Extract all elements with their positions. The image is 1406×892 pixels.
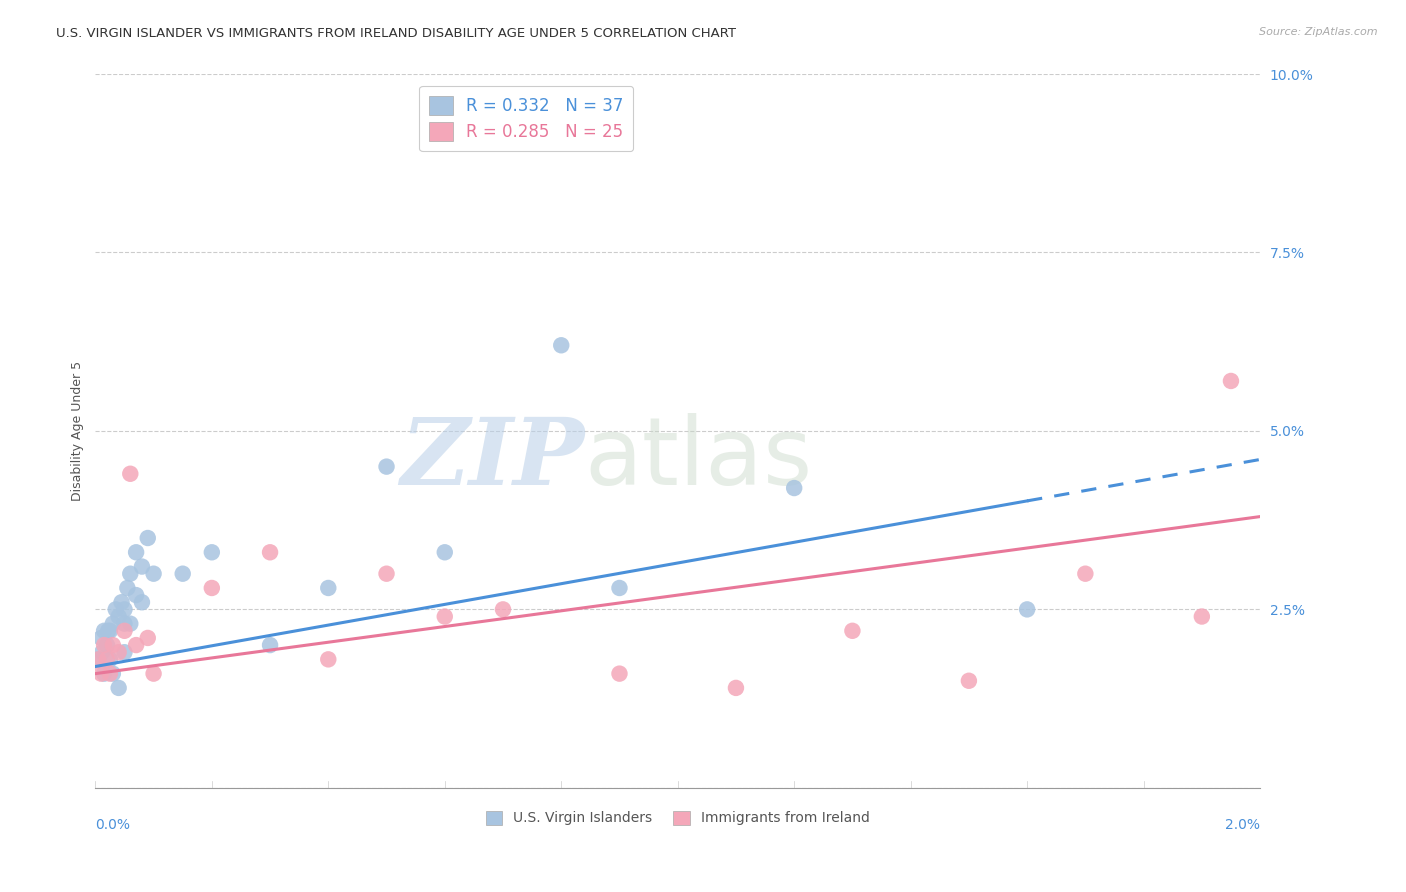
Point: [120, 566, 142, 581]
Text: Source: ZipAtlas.com: Source: ZipAtlas.com: [1260, 27, 1378, 37]
Point: [131, 559, 153, 574]
Point: [96, 652, 118, 666]
Point: [96, 638, 118, 652]
Point: [114, 616, 136, 631]
Point: [107, 609, 129, 624]
Point: [201, 545, 224, 559]
Point: [104, 602, 127, 616]
Point: [101, 638, 124, 652]
Point: [1074, 566, 1097, 581]
Point: [609, 581, 631, 595]
Point: [110, 595, 132, 609]
Text: 0.0%: 0.0%: [96, 818, 131, 832]
Y-axis label: Disability Age Under 5: Disability Age Under 5: [72, 361, 84, 501]
Point: [90, 631, 112, 645]
Point: [98, 666, 121, 681]
Point: [724, 681, 747, 695]
Point: [316, 581, 339, 595]
Point: [131, 595, 153, 609]
Point: [117, 581, 139, 595]
Point: [101, 666, 124, 681]
Point: [259, 638, 281, 652]
Text: U.S. VIRGIN ISLANDER VS IMMIGRANTS FROM IRELAND DISABILITY AGE UNDER 5 CORRELATI: U.S. VIRGIN ISLANDER VS IMMIGRANTS FROM …: [56, 27, 737, 40]
Point: [172, 566, 194, 581]
Point: [125, 638, 148, 652]
Point: [125, 545, 148, 559]
Point: [136, 531, 159, 545]
Point: [259, 545, 281, 559]
Point: [98, 624, 121, 638]
Text: 2.0%: 2.0%: [1225, 818, 1260, 832]
Point: [783, 481, 806, 495]
Point: [120, 467, 142, 481]
Point: [1017, 602, 1039, 616]
Point: [609, 666, 631, 681]
Point: [375, 566, 398, 581]
Text: atlas: atlas: [585, 414, 813, 506]
Point: [1220, 374, 1243, 388]
Point: [433, 545, 456, 559]
Point: [375, 459, 398, 474]
Point: [114, 624, 136, 638]
Point: [90, 666, 112, 681]
Point: [97, 624, 120, 638]
Point: [91, 645, 114, 659]
Point: [107, 681, 129, 695]
Legend: U.S. Virgin Islanders, Immigrants from Ireland: U.S. Virgin Islanders, Immigrants from I…: [479, 805, 876, 830]
Point: [201, 581, 224, 595]
Point: [841, 624, 863, 638]
Point: [492, 602, 515, 616]
Point: [98, 652, 121, 666]
Point: [114, 602, 136, 616]
Point: [101, 616, 124, 631]
Point: [136, 631, 159, 645]
Point: [114, 645, 136, 659]
Point: [93, 624, 115, 638]
Point: [93, 666, 115, 681]
Point: [1191, 609, 1213, 624]
Point: [142, 566, 165, 581]
Point: [316, 652, 339, 666]
Point: [87, 652, 110, 666]
Point: [957, 673, 980, 688]
Point: [142, 666, 165, 681]
Point: [120, 616, 142, 631]
Point: [93, 638, 115, 652]
Point: [125, 588, 148, 602]
Point: [87, 652, 110, 666]
Point: [433, 609, 456, 624]
Point: [550, 338, 572, 352]
Text: ZIP: ZIP: [401, 415, 585, 505]
Point: [107, 645, 129, 659]
